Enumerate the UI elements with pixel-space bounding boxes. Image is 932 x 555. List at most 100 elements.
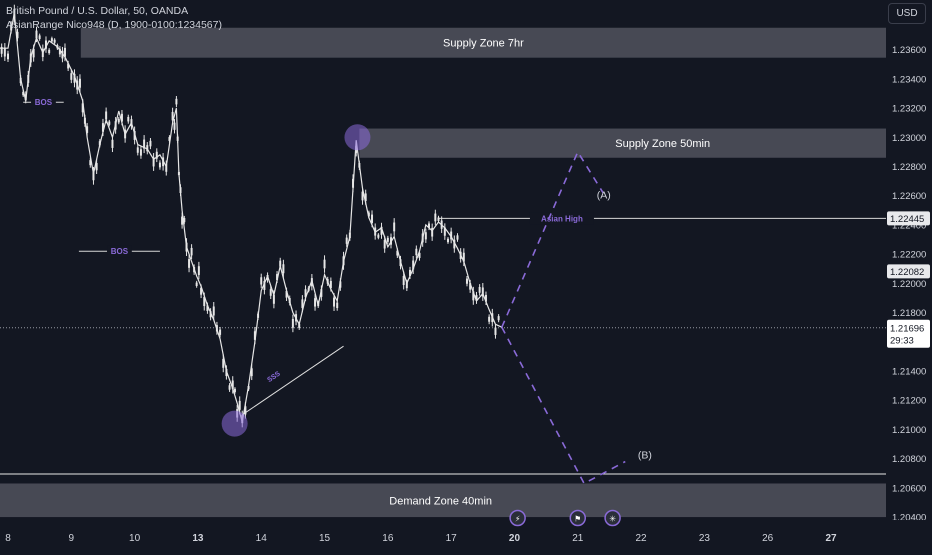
projection-2-label: (B) <box>638 449 652 461</box>
candle-body <box>50 38 53 42</box>
candle-body <box>22 91 25 96</box>
candle-body <box>481 287 484 297</box>
candle-body <box>78 78 81 88</box>
candle-body <box>424 232 427 240</box>
candle-body <box>456 235 459 240</box>
candle-body <box>415 248 418 256</box>
candle-body <box>478 286 481 293</box>
candle-body <box>233 388 236 393</box>
candle-body <box>188 259 191 268</box>
candle-body <box>63 47 66 57</box>
highlight-circle-2[interactable] <box>344 124 371 151</box>
price-tick-12: 1.21400 <box>892 367 926 378</box>
candle-body <box>453 239 456 249</box>
price-series <box>0 4 503 428</box>
currency-button[interactable]: USD <box>888 3 926 24</box>
candle-body <box>127 116 130 122</box>
candle-body <box>364 193 367 202</box>
current-price-tag-bg <box>887 319 930 348</box>
candle-body <box>253 331 256 340</box>
candle-body <box>285 290 288 298</box>
projection-2-path[interactable] <box>501 326 626 485</box>
candle-body <box>228 385 231 390</box>
price-tick-4: 1.23000 <box>892 133 926 144</box>
price-label-1: 1.22445 <box>890 214 924 225</box>
candle-body <box>3 47 6 57</box>
zone-2-label: Supply Zone 50min <box>615 138 710 150</box>
price-tick-16: 1.20600 <box>892 483 926 494</box>
highlight-circle-1[interactable] <box>221 410 248 437</box>
candle-body <box>7 53 9 60</box>
zone-3-box[interactable] <box>0 483 887 518</box>
price-tick-15: 1.20800 <box>892 454 926 465</box>
candle-body <box>67 63 70 69</box>
level-label-bg-3 <box>529 212 594 225</box>
price-tick-3: 1.23200 <box>892 104 926 115</box>
candle-body <box>484 294 487 302</box>
time-tick-12: 23 <box>699 533 711 544</box>
candle-body <box>44 40 47 49</box>
candle-body <box>175 98 178 105</box>
candle-body <box>301 299 304 308</box>
candle-body <box>469 283 472 290</box>
zone-2-box[interactable] <box>359 128 887 158</box>
candle-body <box>209 311 212 318</box>
time-tick-1: 8 <box>5 533 11 544</box>
time-tick-10: 21 <box>572 533 584 544</box>
candle-body <box>412 260 415 270</box>
candle-body <box>465 278 468 284</box>
price-tick-1: 1.23600 <box>892 45 926 56</box>
indicator-label[interactable]: AsianRange Nico948 (D, 1900-0100:1234567… <box>6 19 222 31</box>
candle-body <box>323 259 326 269</box>
candle-body <box>434 213 437 222</box>
candle-body <box>250 368 253 377</box>
time-axis-bg[interactable] <box>0 520 932 550</box>
asterisk-icon[interactable]: ✳ <box>604 509 621 527</box>
lightning-icon[interactable]: ⚡ <box>509 509 526 527</box>
candle-body <box>497 316 500 321</box>
candle-body <box>386 237 389 242</box>
candle-body <box>173 122 176 130</box>
candle-body <box>437 217 440 221</box>
candle-body <box>111 139 114 148</box>
candle-body <box>171 111 174 121</box>
candle-body <box>263 281 266 290</box>
time-tick-4: 13 <box>192 533 204 544</box>
candle-body <box>92 171 95 181</box>
current-price-tag: 1.21696 <box>890 323 924 334</box>
zone-1-box[interactable] <box>80 27 887 58</box>
time-tick-3: 10 <box>129 533 141 544</box>
price-label-1-bg <box>887 211 930 226</box>
time-tick-8: 17 <box>446 533 458 544</box>
candle-body <box>108 121 111 125</box>
candle-body <box>143 139 146 149</box>
price-tick-5: 1.22800 <box>892 162 926 173</box>
candle-body <box>61 50 64 59</box>
candle-body <box>320 289 323 297</box>
time-tick-2: 9 <box>69 533 75 544</box>
candle-body <box>260 277 263 285</box>
candle-body <box>279 260 282 267</box>
countdown-tag: 29:33 <box>890 335 914 346</box>
candle-body <box>212 306 215 316</box>
flag-icon[interactable]: ⚑ <box>569 509 587 527</box>
candle-body <box>282 264 285 274</box>
time-tick-13: 26 <box>762 533 774 544</box>
candle-body <box>48 49 51 54</box>
time-tick-5: 14 <box>256 533 268 544</box>
lightning-icon-glyph: ⚡ <box>515 515 521 524</box>
time-tick-6: 15 <box>319 533 331 544</box>
symbol-title: British Pound / U.S. Dollar, 50, OANDA <box>6 5 189 17</box>
candle-body <box>462 252 465 262</box>
candle-body <box>304 289 307 298</box>
candle-body <box>450 231 453 240</box>
projection-1-path[interactable] <box>501 150 604 328</box>
candle-body <box>333 297 336 307</box>
price-line <box>0 13 503 423</box>
candle-body <box>238 400 241 410</box>
sss-trendline[interactable] <box>241 345 344 416</box>
candle-body <box>152 157 155 167</box>
candle-body <box>291 318 294 328</box>
